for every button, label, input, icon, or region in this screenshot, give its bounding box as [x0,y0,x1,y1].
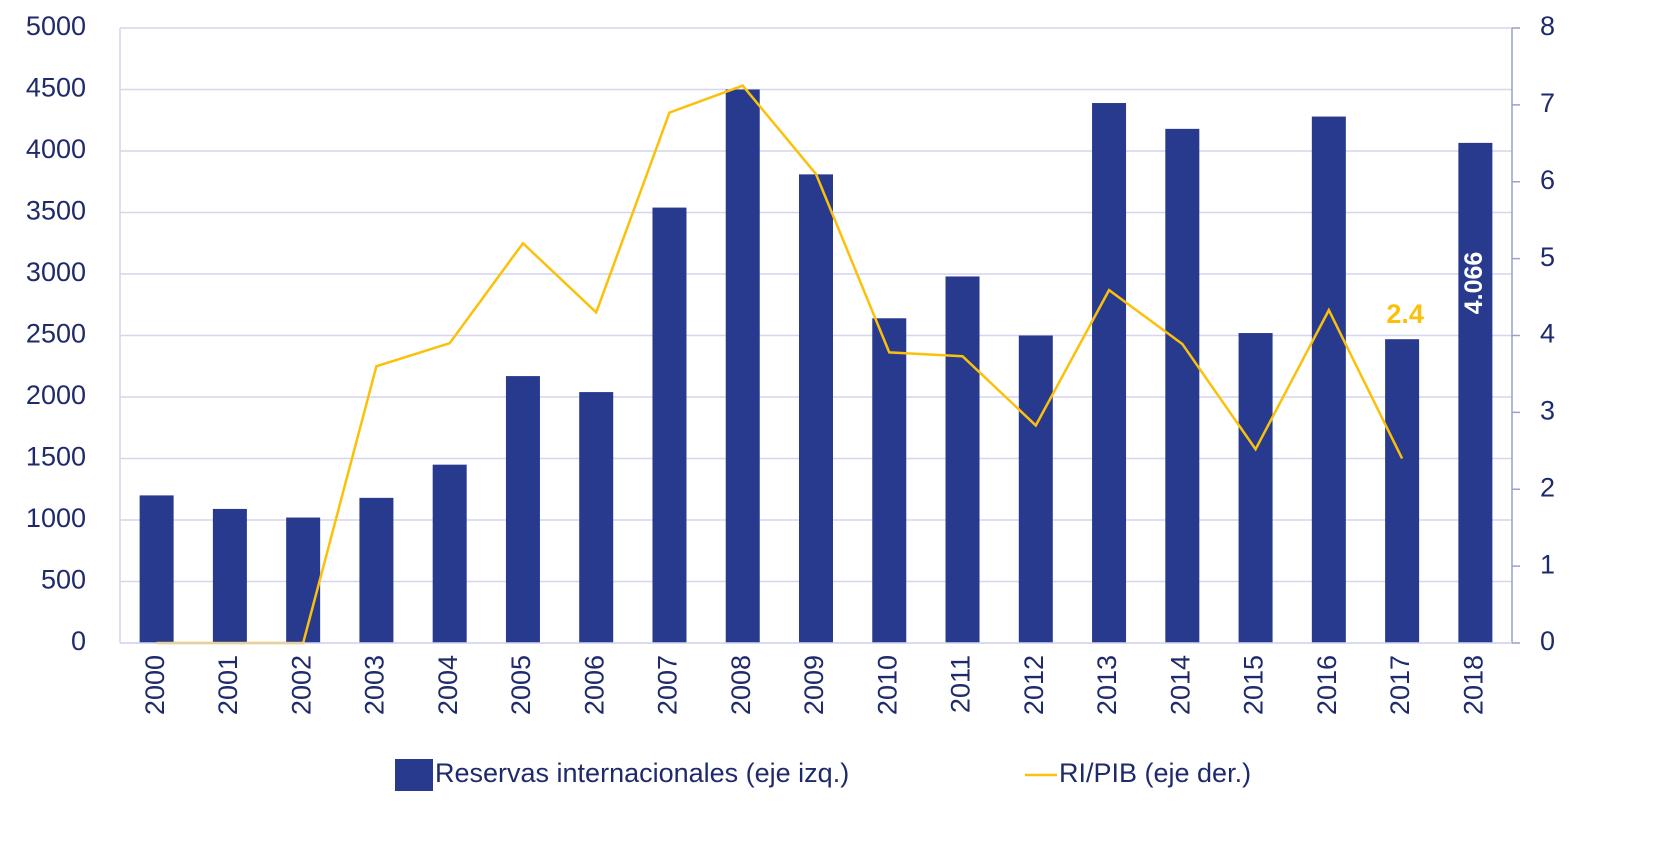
x-tick-label: 2004 [433,655,463,715]
x-tick-label: 2005 [506,655,536,715]
bar [1165,128,1200,644]
x-tick-label: 2002 [286,655,316,715]
y-tick-label: 1500 [26,442,86,472]
x-tick-label: 2007 [653,655,683,715]
bar [1018,335,1053,643]
x-tick-label: 2006 [579,655,609,715]
x-tick-label: 2016 [1312,655,1342,715]
bar [579,392,614,643]
bar [1458,142,1493,643]
bar [652,207,687,643]
y2-tick-label: 4 [1540,319,1555,349]
x-tick-label: 2015 [1239,655,1269,715]
x-tick-label: 2008 [726,655,756,715]
y2-tick-label: 6 [1540,165,1555,195]
y2-tick-label: 7 [1540,88,1555,118]
y-tick-label: 2000 [26,380,86,410]
bar [1385,339,1420,643]
y-tick-label: 1000 [26,503,86,533]
y-tick-label: 4000 [26,134,86,164]
y2-tick-label: 8 [1540,11,1555,41]
bar [1238,333,1273,643]
x-tick-label: 2017 [1385,655,1415,715]
x-tick-label: 2000 [140,655,170,715]
bar [139,495,174,643]
bar [725,89,760,643]
y-tick-label: 3000 [26,257,86,287]
x-tick-label: 2018 [1458,655,1488,715]
data-label: 2.4 [1386,299,1424,329]
y2-tick-label: 3 [1540,396,1555,426]
y2-tick-label: 2 [1540,472,1555,502]
legend-swatch [395,759,433,791]
legend-label: RI/PIB (eje der.) [1059,758,1251,788]
x-tick-label: 2003 [360,655,390,715]
y-tick-label: 500 [41,565,86,595]
y2-tick-label: 1 [1540,549,1555,579]
x-tick-label: 2010 [872,655,902,715]
y-tick-label: 2500 [26,319,86,349]
bar [945,276,980,643]
bar [1092,103,1127,643]
x-tick-label: 2011 [946,655,976,713]
y-tick-label: 3500 [26,196,86,226]
y-tick-label: 5000 [26,11,86,41]
line [156,84,1404,645]
y-tick-label: 4500 [26,73,86,103]
y2-tick-label: 5 [1540,242,1555,272]
bar [799,174,833,643]
bar [1311,116,1346,643]
x-tick-label: 2001 [213,655,243,715]
x-tick-label: 2013 [1092,655,1122,715]
bar [212,508,247,643]
y-tick-label: 0 [71,626,86,656]
x-tick-label: 2009 [799,655,829,715]
bar [359,497,394,643]
data-label: 4.066 [1460,252,1488,315]
bar [505,376,540,643]
legend-label: Reservas internacionales (eje izq.) [435,758,849,788]
bar [432,464,467,643]
x-tick-label: 2012 [1019,655,1049,715]
x-tick-label: 2014 [1165,655,1195,715]
bar [872,318,907,643]
bar [286,517,321,643]
y2-tick-label: 0 [1540,626,1555,656]
